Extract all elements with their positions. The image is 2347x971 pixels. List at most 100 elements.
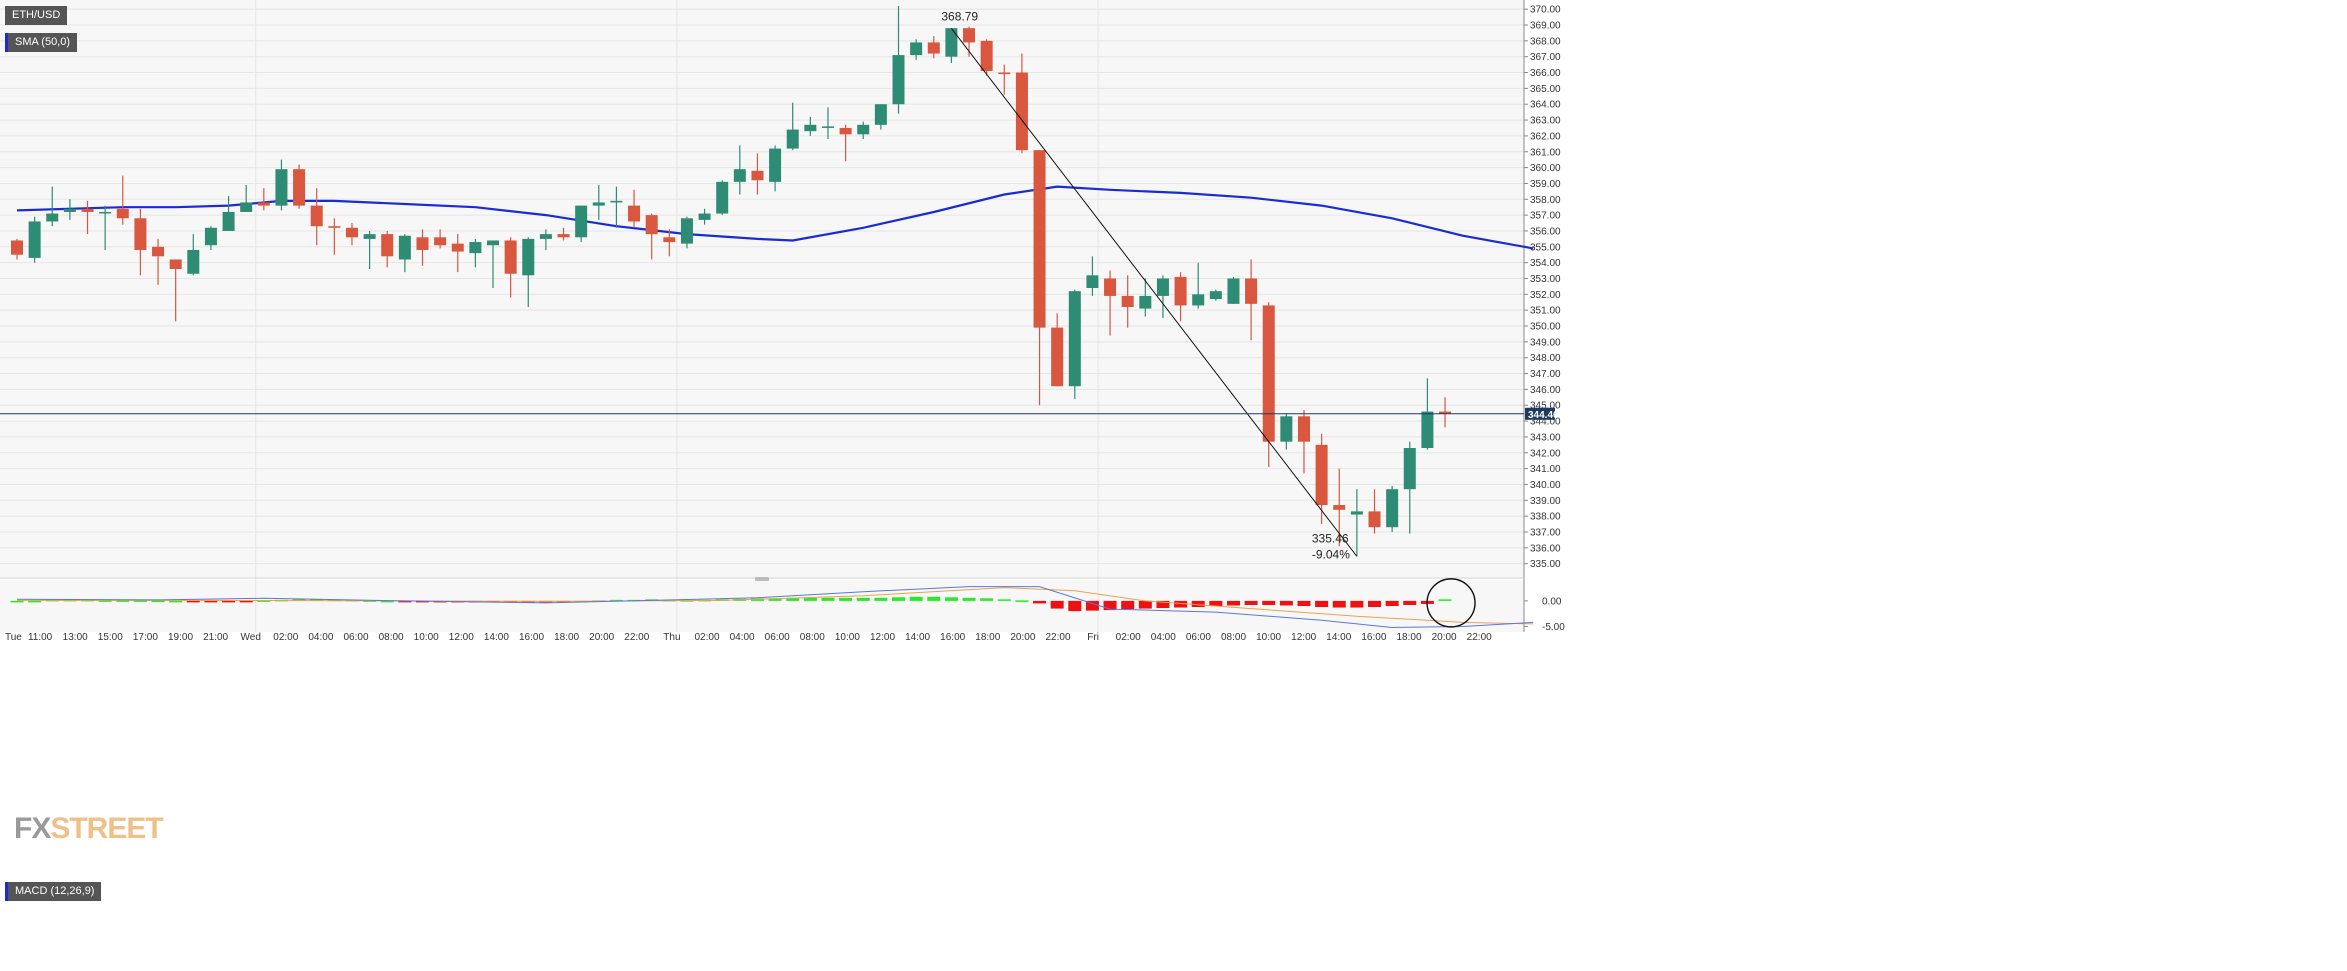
candle: [804, 116, 817, 136]
percent-annotation: -9.04%: [1312, 547, 1350, 561]
candle: [1192, 262, 1205, 309]
candle-body: [539, 234, 552, 239]
macd-histogram-bar: [116, 600, 130, 602]
candle: [575, 205, 588, 243]
candle-body: [1403, 448, 1416, 490]
x-tick-label: 22:00: [1467, 632, 1492, 643]
price-tick-label: 359.00: [1530, 179, 1561, 190]
candle: [434, 229, 447, 249]
x-tick-label: Tue: [5, 632, 22, 643]
candle: [910, 39, 923, 60]
candle-body: [963, 28, 976, 43]
x-tick-label: 04:00: [1151, 632, 1176, 643]
candle-body: [504, 240, 517, 274]
macd-histogram-bar: [1138, 600, 1152, 609]
candle: [1174, 272, 1187, 322]
candle: [751, 153, 764, 195]
price-tick-label: 351.00: [1530, 306, 1561, 317]
macd-histogram-bar: [239, 600, 253, 603]
macd-histogram-bar: [1103, 600, 1117, 611]
candle-body: [874, 104, 887, 125]
candle-body: [11, 240, 23, 255]
candle: [1368, 489, 1381, 534]
candle: [1156, 275, 1169, 319]
pane-resize-handle: [755, 577, 769, 581]
macd-histogram-bar: [909, 596, 923, 601]
candle-body: [839, 127, 852, 135]
macd-histogram-bar: [803, 597, 817, 601]
candle-body: [1262, 305, 1275, 442]
price-tick-label: 362.00: [1530, 131, 1561, 142]
macd-histogram-bar: [1438, 599, 1452, 601]
macd-histogram-bar: [892, 597, 905, 601]
x-tick-label: 02:00: [273, 632, 298, 643]
candle: [628, 189, 641, 228]
macd-histogram-bar: [1191, 600, 1205, 608]
candle: [81, 200, 94, 235]
candle: [28, 216, 41, 263]
candle-body: [487, 240, 500, 246]
macd-histogram-bar: [1315, 600, 1329, 608]
candle: [134, 208, 147, 276]
price-tick-label: 341.00: [1530, 464, 1561, 475]
candle: [663, 229, 676, 257]
candle-body: [998, 72, 1011, 75]
candle-body: [1015, 72, 1028, 151]
candle-body: [1068, 291, 1081, 387]
macd-histogram-bar: [1332, 600, 1346, 608]
macd-histogram-bar: [1385, 600, 1399, 606]
candle: [1139, 278, 1152, 317]
price-tick-label: 368.00: [1530, 36, 1561, 47]
macd-histogram-bar: [1368, 600, 1382, 608]
candle-body: [1368, 511, 1381, 528]
candle: [698, 208, 711, 225]
candle-body: [680, 218, 693, 244]
macd-histogram-bar: [257, 600, 271, 602]
candle-body: [610, 200, 623, 203]
candle: [874, 104, 887, 130]
macd-histogram-bar: [944, 597, 958, 601]
macd-histogram-bar: [1156, 600, 1170, 609]
x-tick-label: 06:00: [765, 632, 790, 643]
candle: [1439, 397, 1452, 428]
macd-histogram-bar: [839, 597, 853, 601]
candle: [839, 124, 852, 162]
current-price-badge: [1525, 407, 1555, 420]
candle-body: [416, 237, 429, 250]
candle: [99, 205, 112, 250]
price-tick-label: 366.00: [1530, 68, 1561, 79]
price-tick-label: 345.00: [1530, 401, 1561, 412]
price-tick-label: 340.00: [1530, 480, 1561, 491]
candle: [645, 213, 658, 260]
price-tick-label: 363.00: [1530, 116, 1561, 127]
candle: [310, 188, 323, 246]
candle-body: [1051, 327, 1064, 387]
candle: [169, 259, 182, 322]
price-tick-label: 355.00: [1530, 242, 1561, 253]
candle: [487, 240, 500, 288]
x-tick-label: 06:00: [1186, 632, 1211, 643]
macd-histogram-bar: [1174, 600, 1188, 608]
x-tick-label: 08:00: [1221, 632, 1246, 643]
candle-body: [240, 202, 253, 212]
x-tick-label: 16:00: [940, 632, 965, 643]
macd-histogram-bar: [768, 598, 782, 601]
candle: [557, 227, 570, 241]
price-tick-label: 349.00: [1530, 337, 1561, 348]
price-tick-label: 337.00: [1530, 527, 1561, 538]
candle-body: [187, 249, 200, 274]
macd-histogram-bar: [151, 600, 165, 603]
candle: [769, 145, 782, 192]
candle-body: [945, 28, 958, 57]
candle-body: [1333, 505, 1346, 510]
macd-histogram-bar: [1015, 600, 1029, 602]
candle: [1315, 433, 1328, 525]
candle: [257, 188, 270, 211]
candle: [204, 226, 217, 250]
macd-histogram-bar: [821, 597, 835, 601]
candle: [1051, 313, 1064, 387]
candle: [222, 196, 235, 231]
candle: [11, 238, 23, 260]
x-tick-label: 16:00: [519, 632, 544, 643]
